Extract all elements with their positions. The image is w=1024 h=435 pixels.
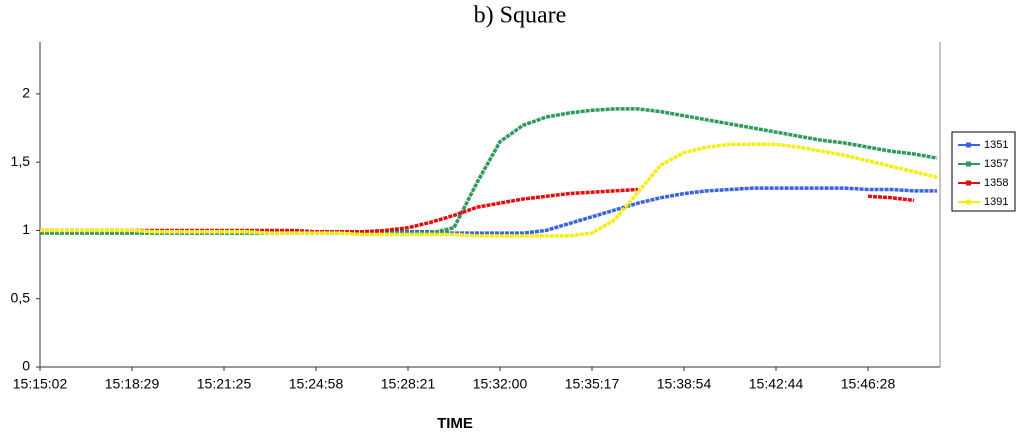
- legend-label: 1358: [984, 177, 1008, 189]
- x-tick-label: 15:42:44: [749, 376, 804, 392]
- chart-title: b) Square: [474, 3, 567, 29]
- legend-marker: [966, 180, 971, 186]
- legend-label: 1391: [984, 196, 1008, 208]
- legend-marker: [966, 199, 971, 205]
- y-tick-label: 0: [22, 358, 30, 374]
- x-axis-title: TIME: [437, 415, 473, 432]
- x-tick-label: 15:24:58: [289, 376, 344, 392]
- x-tick-label: 15:28:21: [381, 376, 436, 392]
- x-tick-label: 15:18:29: [105, 376, 160, 392]
- legend-label: 1351: [984, 139, 1008, 151]
- y-tick-label: 2: [22, 85, 30, 101]
- legend-label: 1357: [984, 158, 1008, 170]
- x-tick-label: 15:46:28: [841, 376, 896, 392]
- x-tick-label: 15:15:02: [13, 376, 68, 392]
- series-line: [40, 187, 915, 234]
- legend-marker: [966, 142, 971, 148]
- x-tick-label: 15:35:17: [565, 376, 620, 392]
- series-line: [40, 142, 938, 238]
- legend-marker: [966, 161, 971, 167]
- x-tick-label: 15:21:25: [197, 376, 252, 392]
- x-tick-label: 15:32:00: [473, 376, 528, 392]
- series-line: [40, 107, 938, 235]
- y-tick-label: 1,5: [11, 153, 31, 169]
- x-tick-label: 15:38:54: [657, 376, 712, 392]
- series-line: [40, 186, 937, 235]
- y-tick-label: 0,5: [11, 289, 31, 305]
- y-tick-label: 1: [22, 221, 30, 237]
